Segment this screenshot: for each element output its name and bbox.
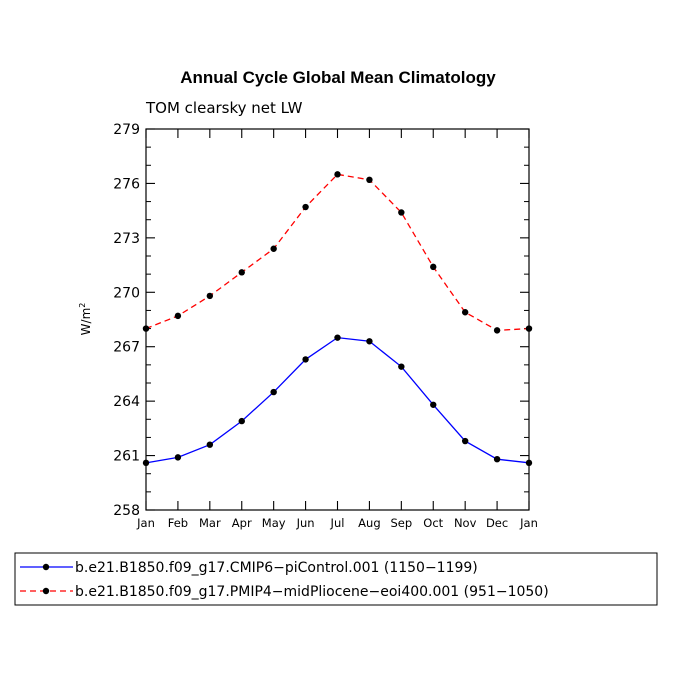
x-tick-label: Apr bbox=[232, 516, 252, 530]
x-tick-label: Nov bbox=[454, 516, 477, 530]
y-tick-label: 267 bbox=[113, 340, 140, 356]
x-tick-label: Dec bbox=[486, 516, 508, 530]
series-1-point bbox=[174, 454, 182, 461]
series-2-point bbox=[302, 203, 309, 211]
legend-marker-2 bbox=[42, 587, 50, 595]
chart-subtitle: TOM clearsky net LW bbox=[145, 99, 303, 117]
x-tick-label: May bbox=[262, 516, 286, 530]
y-axis-label: W/m2 bbox=[78, 303, 93, 336]
series-2-point bbox=[430, 263, 437, 271]
series-2-point bbox=[461, 309, 469, 316]
y-axis-label-text: W/m bbox=[79, 308, 93, 336]
series-1-point bbox=[238, 417, 245, 425]
series-2-point bbox=[366, 176, 373, 183]
series-2-point bbox=[334, 171, 341, 178]
series-1-point bbox=[270, 388, 277, 396]
series-2-point bbox=[206, 292, 214, 300]
x-tick-label: Jun bbox=[296, 516, 315, 530]
series-1-point bbox=[302, 356, 309, 363]
series-1-point bbox=[398, 363, 405, 370]
y-tick-label: 270 bbox=[113, 285, 140, 301]
legend-box bbox=[14, 552, 658, 606]
series-line-2 bbox=[145, 173, 530, 332]
series-2-point bbox=[270, 245, 277, 252]
x-tick-label: Jan bbox=[519, 516, 538, 530]
legend: b.e21.B1850.f09_g17.CMIP6−piControl.001 … bbox=[14, 552, 658, 606]
series-2-point bbox=[525, 325, 533, 332]
series-2-point bbox=[493, 327, 501, 334]
legend-marker-1 bbox=[42, 563, 50, 571]
y-tick-label: 276 bbox=[113, 176, 140, 192]
y-tick-label: 273 bbox=[113, 231, 140, 247]
x-tick-label: Sep bbox=[390, 516, 412, 530]
chart-title: Annual Cycle Global Mean Climatology bbox=[180, 68, 496, 87]
x-tick-label: Jul bbox=[330, 516, 345, 530]
series-2-point bbox=[174, 312, 182, 320]
series-1-point bbox=[461, 437, 469, 445]
x-tick-label: Jan bbox=[136, 516, 155, 530]
series-1-point bbox=[142, 459, 150, 467]
y-tick-label: 261 bbox=[113, 449, 140, 465]
series-1-point bbox=[366, 338, 373, 345]
x-tick-label: Aug bbox=[358, 516, 380, 530]
svg-text:W/m2: W/m2 bbox=[78, 303, 93, 336]
series-line-1 bbox=[145, 336, 530, 464]
series-1-point bbox=[430, 401, 437, 408]
x-tick-label: Oct bbox=[423, 516, 443, 530]
series-2-point bbox=[238, 269, 245, 276]
x-tick-label: Mar bbox=[199, 516, 221, 530]
y-axis-label-superscript: 2 bbox=[78, 303, 87, 308]
x-tick-label: Feb bbox=[168, 516, 188, 530]
plot-frame bbox=[145, 128, 530, 511]
legend-label-2: b.e21.B1850.f09_g17.PMIP4−midPliocene−eo… bbox=[75, 584, 549, 600]
series-1-point bbox=[334, 334, 341, 341]
y-tick-label: 279 bbox=[113, 122, 140, 138]
series-2-point bbox=[398, 209, 405, 216]
series-2-point bbox=[142, 325, 150, 332]
series-1-point bbox=[206, 441, 214, 448]
series-1-point bbox=[525, 459, 533, 467]
y-tick-label: 264 bbox=[113, 394, 140, 410]
y-tick-label: 258 bbox=[113, 503, 140, 519]
series-1-point bbox=[493, 456, 501, 463]
legend-label-1: b.e21.B1850.f09_g17.CMIP6−piControl.001 … bbox=[75, 560, 478, 576]
